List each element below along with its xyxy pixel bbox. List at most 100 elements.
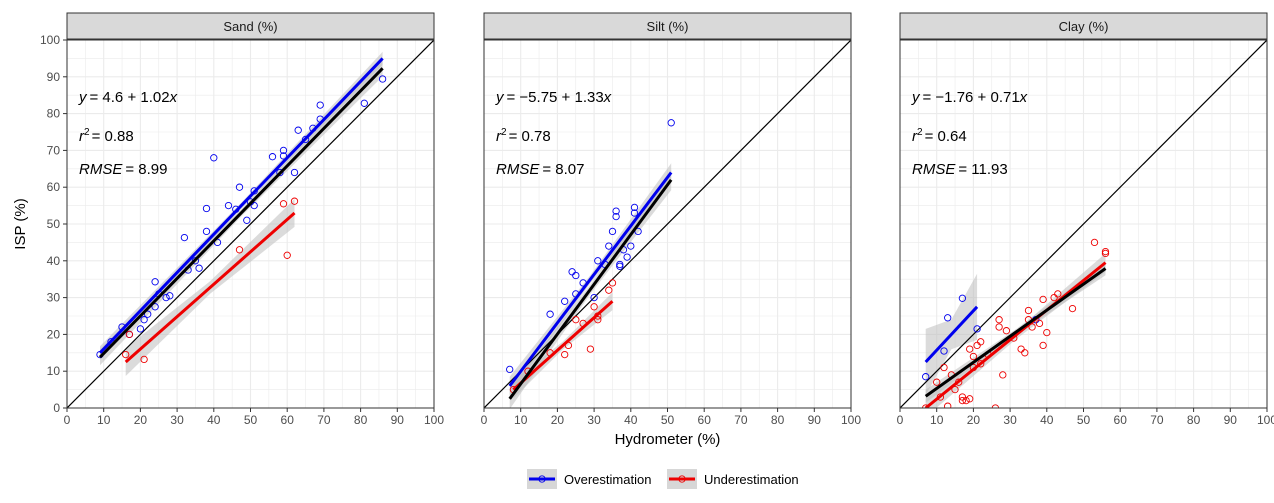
data-point-underestimation [962, 396, 970, 405]
data-point-underestimation [140, 355, 148, 364]
data-point-overestimation [572, 271, 580, 280]
facet-title: Silt (%) [647, 19, 689, 34]
data-point-overestimation [922, 373, 930, 381]
data-point-underestimation [1101, 247, 1110, 256]
y-tick-label: 50 [47, 217, 61, 231]
identity-line [484, 40, 851, 408]
x-tick-label: 60 [1114, 413, 1128, 427]
rmse-label: RMSE = 11.93 [912, 161, 1008, 178]
data-point-overestimation [623, 253, 631, 261]
y-tick-label: 60 [47, 180, 61, 194]
x-tick-label: 10 [930, 413, 944, 427]
data-point-underestimation [605, 286, 613, 294]
data-point-overestimation [243, 216, 251, 224]
x-tick-label: 20 [551, 413, 565, 427]
data-point-overestimation [360, 99, 368, 107]
data-point-overestimation [561, 297, 569, 305]
data-point-underestimation [1050, 293, 1058, 302]
x-tick-label: 70 [734, 413, 748, 427]
data-point-overestimation [294, 126, 302, 134]
x-tick-label: 100 [424, 413, 444, 427]
x-tick-label: 100 [841, 413, 861, 427]
data-point-overestimation [958, 294, 967, 302]
y-tick-label: 100 [40, 33, 60, 47]
legend: Overestimation Underestimation [527, 469, 799, 489]
x-tick-label: 40 [1040, 413, 1054, 427]
data-point-overestimation [667, 119, 675, 127]
y-tick-label: 70 [47, 143, 61, 157]
x-tick-label: 30 [587, 413, 601, 427]
identity-line [900, 40, 1267, 408]
data-point-overestimation [630, 209, 639, 217]
data-point-overestimation [235, 183, 244, 191]
x-tick-label: 90 [391, 413, 405, 427]
identity-line [67, 40, 434, 408]
x-tick-label: 0 [481, 413, 488, 427]
data-point-underestimation [235, 246, 244, 254]
data-point-overestimation [590, 293, 598, 302]
data-point-underestimation [1002, 327, 1011, 335]
y-axis-title: ISP (%) [12, 198, 29, 249]
fit-line-overestimation [508, 171, 673, 387]
x-tick-label: 40 [207, 413, 221, 427]
data-point-overestimation [973, 325, 981, 333]
data-point-underestimation [1035, 319, 1044, 328]
data-point-underestimation [1039, 341, 1047, 350]
y-tick-label: 0 [53, 401, 60, 415]
data-point-overestimation [166, 292, 174, 300]
y-tick-label: 20 [47, 327, 61, 341]
x-axis-title: Hydrometer (%) [615, 431, 721, 448]
data-point-overestimation [180, 233, 189, 242]
data-point-overestimation [210, 154, 218, 162]
x-tick-label: 20 [134, 413, 148, 427]
data-point-underestimation [122, 350, 130, 359]
data-point-underestimation [572, 316, 580, 324]
data-point-underestimation [966, 395, 974, 403]
facet-strip [483, 12, 852, 40]
x-tick-label: 10 [97, 413, 111, 427]
data-point-overestimation [506, 365, 514, 374]
facet-title: Sand (%) [223, 19, 277, 34]
data-point-overestimation [612, 207, 620, 215]
data-point-overestimation [195, 264, 203, 272]
facet-panel-2: Clay (%) y = −1.76 + 0.71x r2 = 0.64 RMSE = 11… [897, 12, 1274, 427]
data-point-underestimation [999, 371, 1007, 379]
x-tick-label: 20 [967, 413, 981, 427]
data-point-overestimation [568, 268, 576, 276]
y-tick-label: 40 [47, 254, 61, 268]
data-point-underestimation [1021, 349, 1029, 357]
data-point-overestimation [140, 316, 148, 324]
x-tick-label: 90 [808, 413, 822, 427]
data-point-underestimation [969, 352, 978, 361]
data-point-overestimation [940, 347, 948, 355]
data-point-underestimation [1039, 295, 1047, 304]
data-point-underestimation [590, 303, 598, 311]
x-tick-label: 50 [1077, 413, 1091, 427]
rmse-label: RMSE = 8.99 [79, 161, 167, 178]
data-point-underestimation [995, 323, 1003, 331]
data-point-overestimation [162, 293, 170, 302]
data-point-overestimation [151, 303, 159, 311]
facet-strip [899, 12, 1268, 40]
data-point-overestimation [279, 152, 288, 160]
legend-label: Overestimation [564, 472, 651, 487]
fit-line-underestimation [924, 261, 1107, 408]
data-point-overestimation [151, 278, 159, 286]
data-point-underestimation [966, 345, 974, 353]
plot-area [900, 40, 1267, 408]
x-tick-label: 60 [698, 413, 712, 427]
data-point-overestimation [224, 201, 233, 210]
data-point-overestimation [616, 260, 624, 269]
facet-panel-0: Sand (%) y = 4.6 + 1.02x r2 = 0.88 RMSE = 8.99… [64, 12, 444, 427]
facet-panel-1: Silt (%) y = −5.75 + 1.33x r2 = 0.78 RMSE = 8.… [481, 12, 861, 427]
fit-line-underestimation [124, 211, 296, 364]
data-point-overestimation [944, 314, 952, 322]
x-tick-label: 80 [1187, 413, 1201, 427]
data-point-underestimation [933, 378, 941, 386]
data-point-underestimation [951, 385, 959, 394]
data-point-overestimation [616, 262, 624, 270]
regression-equation: y = 4.6 + 1.02x [78, 89, 178, 106]
data-point-overestimation [144, 310, 152, 318]
data-point-overestimation [546, 310, 554, 318]
